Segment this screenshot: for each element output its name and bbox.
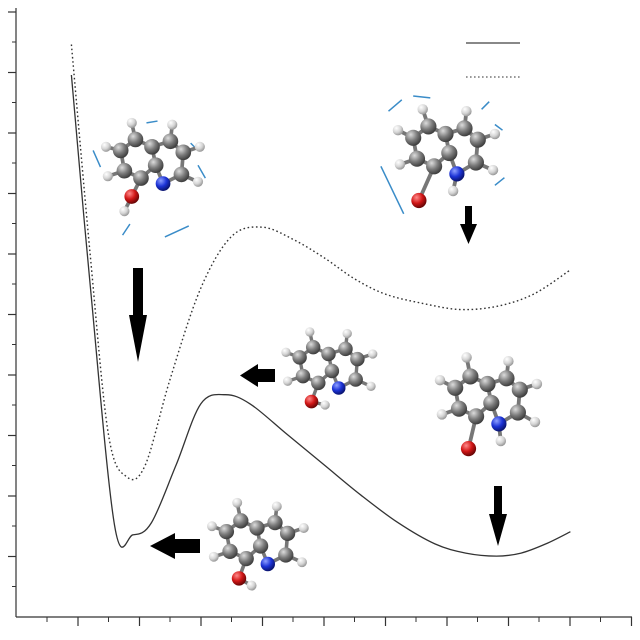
y-axis-ticks <box>8 11 16 587</box>
arrows <box>129 206 507 559</box>
series-line-solid <box>70 74 571 557</box>
legend <box>466 42 520 78</box>
down-arrow-lower-right <box>489 486 507 546</box>
axes <box>15 8 632 618</box>
displacement-vectors <box>92 120 206 238</box>
molecule-lower-right <box>434 352 543 457</box>
x-axis-ticks <box>46 617 633 626</box>
series-line-dotted <box>70 44 571 481</box>
left-arrow-bottom <box>150 533 200 559</box>
displacement-vectors <box>380 95 505 215</box>
molecule-upper-right <box>380 95 505 215</box>
molecule-bottom <box>207 497 309 591</box>
down-arrow-left <box>129 268 147 362</box>
series-layer <box>70 44 571 557</box>
down-arrow-upper-right <box>460 206 477 244</box>
molecule-middle <box>281 327 378 410</box>
left-arrow-middle <box>240 364 275 387</box>
molecule-upper-left <box>92 117 206 238</box>
